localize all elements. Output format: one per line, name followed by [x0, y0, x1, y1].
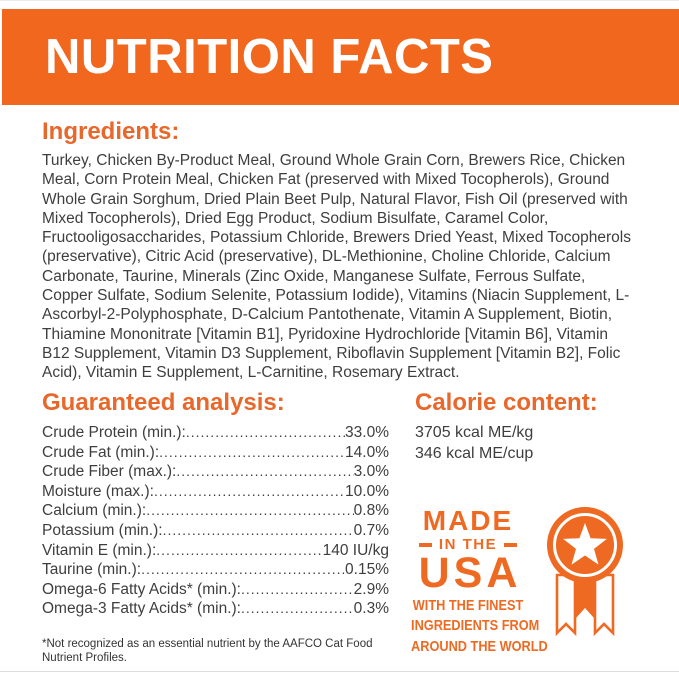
- dot-leader: [241, 599, 354, 619]
- dot-leader: [176, 462, 353, 482]
- dot-leader: [154, 482, 345, 502]
- bottom-edge-line: [0, 671, 679, 672]
- nutrient-label: Crude Fiber (max.):: [42, 463, 177, 481]
- in-the-row: IN THE: [401, 537, 535, 552]
- table-row: Moisture (max.): 10.0%: [42, 482, 389, 502]
- calorie-line: 346 kcal ME/cup: [415, 444, 534, 462]
- nutrient-label: Omega-6 Fatty Acids* (min.):: [42, 580, 241, 598]
- table-row: Calcium (min.): 0.8%: [42, 501, 389, 521]
- dot-leader: [163, 521, 354, 541]
- nutrient-label: Omega-3 Fatty Acids* (min.):: [42, 600, 241, 618]
- nutrient-value: 140 IU/kg: [322, 541, 389, 559]
- calorie-content-values: 3705 kcal ME/kg 346 kcal ME/cup: [415, 423, 533, 464]
- guaranteed-analysis-table: Crude Protein (min.): 33.0% Crude Fat (m…: [42, 423, 389, 619]
- footnote: *Not recognized as an essential nutrient…: [42, 638, 373, 664]
- star-medal-ribbon-icon: [547, 507, 623, 637]
- guaranteed-analysis-heading: Guaranteed analysis:: [42, 389, 285, 416]
- dot-leader: [186, 423, 345, 443]
- nutrient-value: 3.0%: [353, 463, 389, 481]
- dot-leader: [159, 443, 345, 463]
- nutrient-label: Vitamin E (min.):: [42, 541, 157, 559]
- table-row: Crude Fat (min.): 14.0%: [42, 443, 389, 463]
- nutrient-label: Moisture (max.):: [42, 482, 154, 500]
- table-row: Omega-6 Fatty Acids* (min.): 2.9%: [42, 580, 389, 600]
- table-row: Taurine (min.): 0.15%: [42, 560, 389, 580]
- nutrient-value: 33.0%: [345, 424, 389, 441]
- calorie-content-heading: Calorie content:: [415, 389, 598, 416]
- nutrient-value: 0.8%: [353, 502, 389, 520]
- page-title: NUTRITION FACTS: [45, 30, 494, 84]
- nutrient-value: 2.9%: [353, 580, 389, 598]
- table-row: Vitamin E (min.): 140 IU/kg: [42, 541, 389, 561]
- nutrient-value: 14.0%: [345, 443, 389, 461]
- tagline-line: INGREDIENTS FROM: [411, 617, 540, 635]
- nutrient-value: 0.3%: [353, 600, 389, 618]
- dot-leader: [146, 501, 353, 521]
- usa-text: USA: [418, 549, 522, 597]
- nutrient-label: Crude Fat (min.):: [42, 443, 160, 461]
- dash-right: [504, 542, 518, 547]
- nutrient-label: Taurine (min.):: [42, 561, 142, 579]
- top-edge-line: [0, 0, 679, 1]
- nutrient-value: 0.7%: [353, 521, 389, 539]
- table-row: Potassium (min.): 0.7%: [42, 521, 389, 541]
- table-row: Omega-3 Fatty Acids* (min.): 0.3%: [42, 599, 389, 619]
- made-in-usa-stamp: MADE IN THE USA WITH THE FINEST INGREDIE…: [401, 505, 548, 655]
- nutrient-label: Potassium (min.):: [42, 521, 163, 539]
- dot-leader: [141, 560, 345, 580]
- nutrient-value: 0.15%: [345, 561, 389, 579]
- nutrient-label: Calcium (min.):: [42, 502, 147, 520]
- nutrient-value: 10.0%: [345, 482, 389, 500]
- tagline-line: WITH THE FINEST: [412, 597, 524, 614]
- table-row: Crude Fiber (max.): 3.0%: [42, 462, 389, 482]
- header-bar: NUTRITION FACTS: [2, 9, 679, 105]
- dot-leader: [241, 580, 354, 600]
- ingredients-text: Turkey, Chicken By-Product Meal, Ground …: [42, 152, 631, 382]
- nutrient-label: Crude Protein (min.):: [42, 424, 186, 441]
- in-the-text: IN THE: [438, 536, 498, 553]
- dot-leader: [156, 541, 322, 561]
- calorie-line: 3705 kcal ME/kg: [415, 424, 534, 441]
- ingredients-heading: Ingredients:: [42, 118, 180, 145]
- made-text: MADE: [422, 505, 514, 536]
- tagline-line: AROUND THE WORLD: [411, 637, 548, 655]
- table-row: Crude Protein (min.): 33.0%: [42, 423, 389, 443]
- dash-left: [418, 542, 432, 547]
